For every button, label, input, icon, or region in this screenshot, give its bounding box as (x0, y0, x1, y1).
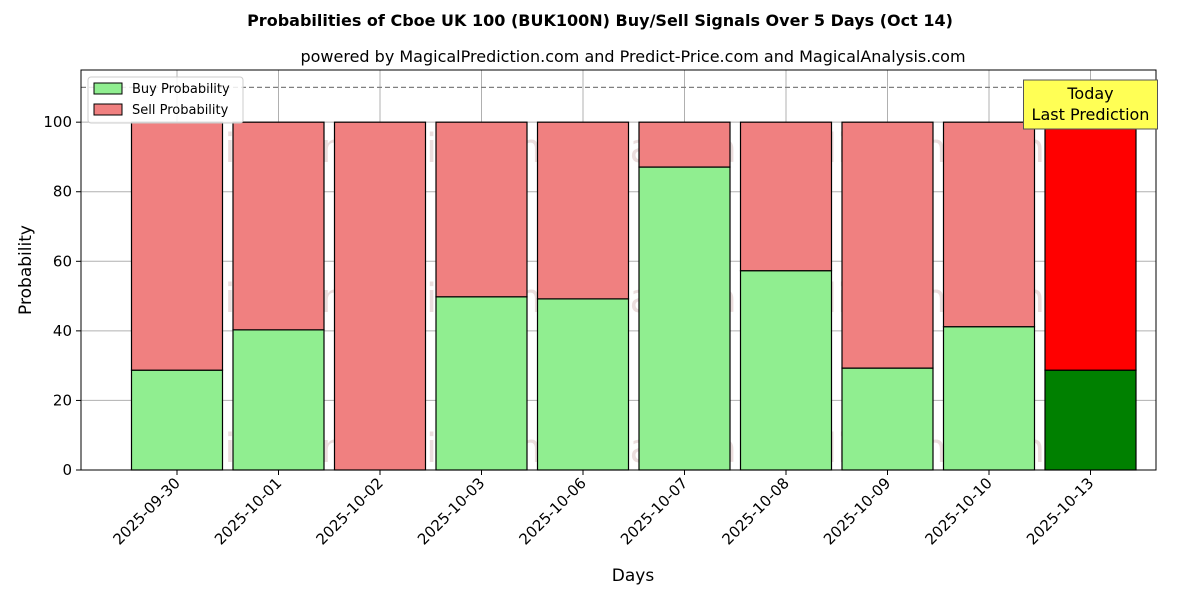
y-tick-label: 100 (43, 113, 72, 131)
y-tick-label: 0 (62, 461, 72, 479)
legend-swatch-sell (93, 103, 123, 116)
x-tick-label: 2025-10-02 (312, 474, 386, 548)
bar-sell (1044, 121, 1137, 371)
plot-frame (80, 69, 1157, 471)
x-axis-ticks: 2025-09-30 2025-10-01 2025-10-02 2025-10-03… (109, 470, 1097, 548)
bar-sell (942, 121, 1036, 328)
bar-buy (942, 326, 1036, 471)
x-axis-label: Days (612, 566, 655, 586)
legend-label-sell: Sell Probability (132, 103, 229, 118)
bar-buy (739, 270, 833, 471)
bar-sell (638, 121, 731, 168)
chart-title: Probabilities of Cboe UK 100 (BUK100N) B… (247, 11, 953, 30)
chart-subtitle: powered by MagicalPrediction.com and Pre… (300, 47, 965, 66)
x-tick-label: 2025-10-03 (414, 474, 488, 548)
legend-label-buy: Buy Probability (132, 82, 230, 97)
bar-sell (739, 121, 833, 272)
x-tick-label: 2025-10-07 (617, 474, 691, 548)
legend-swatch-buy (93, 82, 123, 95)
x-tick-label: 2025-09-30 (109, 474, 183, 548)
bar-buy (435, 296, 528, 471)
bar-sell (536, 121, 630, 300)
annotation-box (1023, 79, 1158, 130)
y-tick-label: 20 (53, 391, 72, 409)
bar-sell (435, 121, 528, 298)
today-annotation: Today Last Prediction (1023, 79, 1158, 130)
bars (130, 121, 1137, 471)
annotation-line-1: Today (1066, 84, 1113, 103)
bar-buy (130, 369, 224, 471)
y-axis-ticks: 0 20 40 60 80 100 (43, 113, 81, 479)
bar-buy (638, 166, 731, 471)
bar-buy (232, 329, 325, 471)
bar-buy (536, 298, 630, 471)
bar-buy (1044, 369, 1137, 471)
legend: Buy Probability Sell Probability (87, 76, 244, 124)
y-tick-label: 80 (53, 183, 72, 201)
y-tick-label: 40 (53, 322, 72, 340)
x-tick-label: 2025-10-13 (1023, 474, 1097, 548)
bar-buy (841, 367, 934, 471)
x-tick-label: 2025-10-08 (718, 474, 792, 548)
annotation-line-2: Last Prediction (1032, 105, 1150, 124)
bar-sell (333, 121, 427, 471)
y-axis-label: Probability (16, 225, 36, 315)
bar-sell (130, 121, 224, 371)
x-tick-label: 2025-10-09 (820, 474, 894, 548)
x-tick-label: 2025-10-06 (515, 474, 589, 548)
bar-sell (232, 121, 325, 331)
bar-sell (841, 121, 934, 369)
x-tick-label: 2025-10-01 (211, 474, 285, 548)
x-tick-label: 2025-10-10 (921, 474, 995, 548)
y-tick-label: 60 (53, 252, 72, 270)
legend-box (87, 76, 244, 124)
